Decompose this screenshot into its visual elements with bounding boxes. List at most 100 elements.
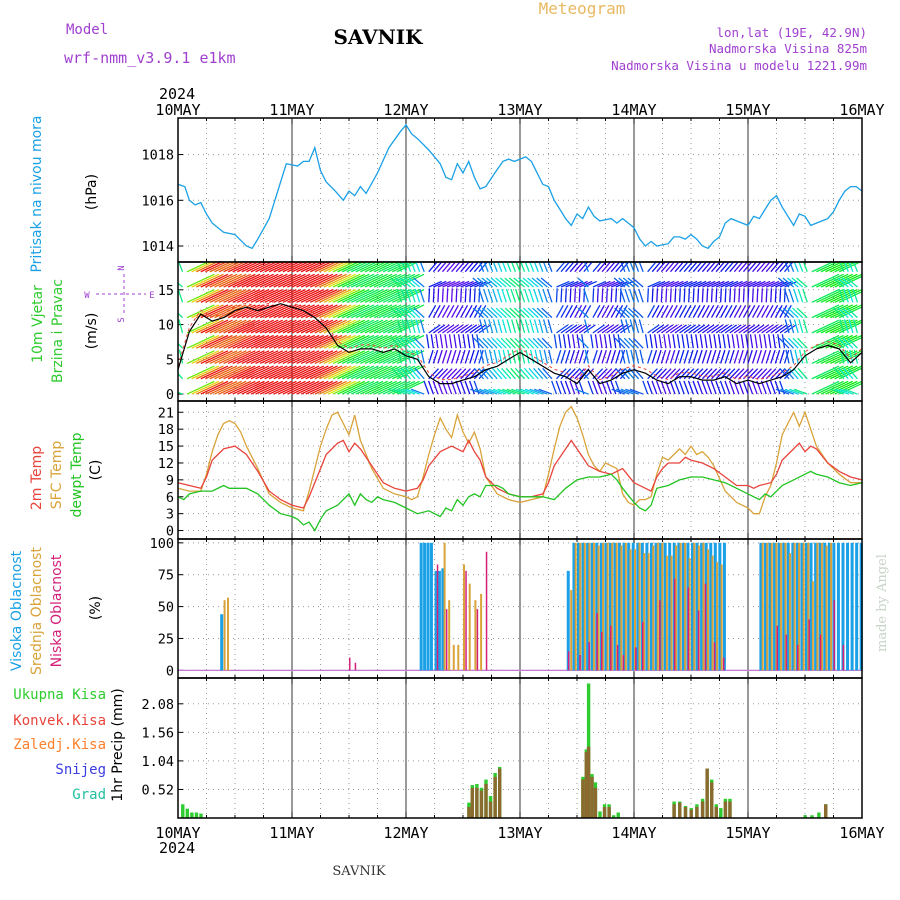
wind-arrow bbox=[291, 289, 320, 303]
y-axis-label: Brzina i Pravac bbox=[50, 279, 66, 383]
wind-arrow bbox=[596, 305, 605, 318]
wind-arrow bbox=[259, 380, 288, 395]
wind-arrow bbox=[227, 273, 256, 288]
wind-arrow bbox=[597, 368, 608, 380]
wind-arrow bbox=[268, 289, 297, 303]
cloud-bar-cloud_high bbox=[850, 542, 854, 671]
wind-arrow bbox=[450, 349, 457, 364]
wind-arrow bbox=[309, 350, 338, 365]
cloud-bar-cloud_mid bbox=[711, 555, 714, 671]
cloud-bar-cloud_low bbox=[465, 570, 467, 671]
wind-arrow bbox=[464, 288, 467, 303]
wind-arrow bbox=[218, 334, 247, 349]
wind-arrow bbox=[296, 304, 325, 319]
wind-arrow bbox=[632, 307, 644, 319]
wind-arrow bbox=[770, 280, 784, 288]
wind-arrow bbox=[355, 380, 384, 395]
wind-arrow bbox=[373, 262, 397, 273]
wind-arrow bbox=[432, 324, 446, 334]
wind-arrow bbox=[524, 288, 530, 303]
wind-arrow bbox=[337, 289, 366, 303]
wind-arrow bbox=[246, 380, 274, 395]
wind-arrow bbox=[492, 262, 498, 272]
wind-arrow bbox=[218, 365, 247, 380]
wind-arrow bbox=[513, 307, 526, 319]
cloud-bar-cloud_mid bbox=[570, 590, 573, 671]
wind-arrow bbox=[391, 337, 402, 349]
wind-arrow bbox=[369, 319, 397, 334]
wind-arrow bbox=[701, 368, 713, 380]
wind-arrow bbox=[287, 304, 315, 319]
wind-arrow bbox=[500, 307, 512, 319]
wind-arrow bbox=[355, 262, 379, 273]
wind-arrow bbox=[679, 305, 687, 318]
wind-arrow bbox=[387, 350, 416, 365]
wind-arrow bbox=[337, 262, 361, 273]
wind-arrow bbox=[768, 334, 772, 349]
wind-arrow bbox=[661, 280, 675, 288]
x-tick-label: 14MAY bbox=[611, 101, 656, 119]
wind-arrow bbox=[250, 380, 279, 395]
cloud-bar-cloud_mid bbox=[443, 542, 446, 671]
wind-arrow bbox=[747, 368, 759, 380]
wind-arrow bbox=[515, 262, 521, 272]
wind-arrow bbox=[562, 334, 567, 349]
wind-arrow bbox=[615, 367, 626, 380]
wind-arrow bbox=[476, 334, 480, 349]
precip-bar-total bbox=[598, 811, 602, 818]
precip-bar-conv bbox=[584, 752, 589, 818]
cloud-bar-cloud_mid bbox=[766, 542, 769, 671]
wind-arrow bbox=[692, 305, 701, 318]
wind-arrow bbox=[634, 319, 640, 334]
wind-arrow bbox=[520, 319, 526, 334]
wind-arrow bbox=[259, 289, 288, 303]
wind-arrow bbox=[802, 319, 808, 334]
wind-arrow bbox=[605, 380, 612, 395]
wind-arrow bbox=[451, 280, 465, 288]
wind-arrow bbox=[178, 377, 179, 379]
wind-arrow bbox=[597, 280, 611, 288]
wind-arrow bbox=[209, 304, 238, 319]
wind-arrow bbox=[733, 288, 736, 303]
cloud-bar-cloud_high bbox=[855, 542, 859, 671]
wind-arrow bbox=[395, 337, 407, 349]
wind-arrow bbox=[223, 334, 252, 349]
wind-arrow bbox=[736, 334, 740, 349]
wind-arrow bbox=[314, 350, 343, 365]
wind-arrow bbox=[382, 380, 411, 395]
wind-arrow bbox=[793, 288, 799, 303]
wind-arrow bbox=[209, 380, 238, 395]
wind-arrow bbox=[195, 365, 224, 380]
cloud-bar-cloud_high bbox=[681, 542, 685, 671]
precip-bar-conv bbox=[714, 807, 718, 818]
wind-arrow bbox=[761, 262, 771, 273]
wind-arrow bbox=[455, 288, 458, 303]
precip-bar-conv bbox=[586, 746, 591, 818]
wind-arrow bbox=[727, 334, 731, 349]
y-tick-label: 3 bbox=[166, 507, 174, 523]
wind-arrow bbox=[651, 349, 658, 364]
wind-arrow bbox=[305, 380, 334, 395]
wind-arrow bbox=[581, 334, 585, 349]
wind-arrow bbox=[615, 288, 618, 303]
panels: 10MAY10MAY11MAY11MAY12MAY12MAY13MAY13MAY… bbox=[9, 101, 885, 842]
wind-arrow bbox=[488, 319, 494, 334]
cloud-bar-cloud_mid bbox=[661, 542, 664, 671]
wind-arrow bbox=[624, 262, 631, 272]
y-tick-label: 1.04 bbox=[141, 754, 174, 770]
panel-precip: 0.521.041.562.08 bbox=[141, 677, 863, 819]
wind-arrow bbox=[328, 289, 356, 303]
wind-arrow bbox=[291, 262, 315, 273]
wind-arrow bbox=[382, 319, 411, 334]
wind-arrow bbox=[597, 324, 610, 334]
wind-arrow bbox=[624, 288, 631, 303]
wind-arrow bbox=[195, 273, 224, 288]
wind-arrow bbox=[583, 280, 597, 288]
wind-arrow bbox=[515, 319, 521, 334]
wind-arrow bbox=[542, 367, 553, 380]
wind-arrow bbox=[355, 289, 384, 303]
wind-arrow bbox=[756, 349, 762, 364]
wind-arrow bbox=[328, 334, 356, 349]
wind-arrow bbox=[834, 334, 862, 349]
